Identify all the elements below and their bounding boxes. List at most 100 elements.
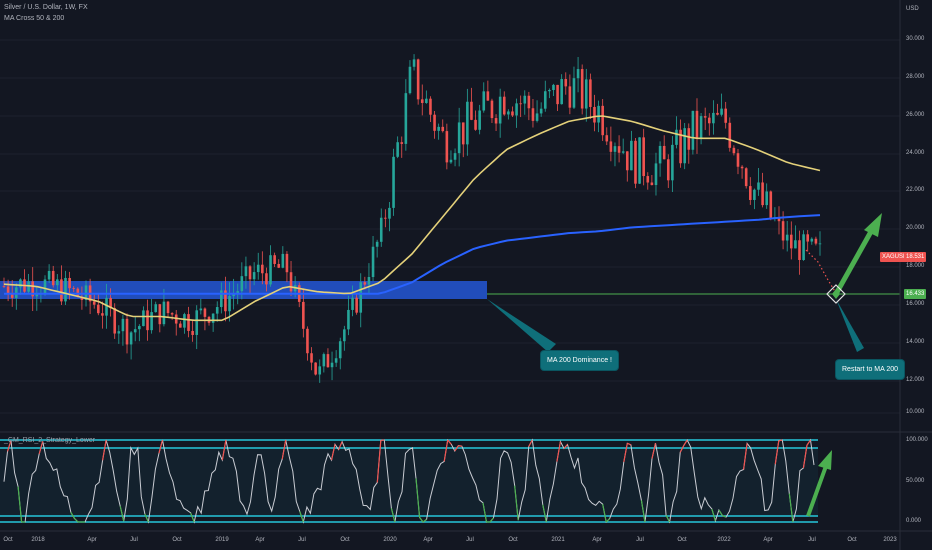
price-tick: 16.000 xyxy=(906,301,925,307)
level-price-tag: 16.433 xyxy=(904,289,927,299)
candle-body xyxy=(765,191,768,206)
candle-body xyxy=(138,326,141,330)
candle-body xyxy=(92,301,96,305)
candle-body xyxy=(330,362,334,368)
candle-body xyxy=(457,122,461,154)
osc-tick-50: 50.000 xyxy=(906,478,925,484)
candle-body xyxy=(466,101,469,145)
candle-body xyxy=(617,146,621,153)
candle-body xyxy=(556,84,559,105)
candle-body xyxy=(691,110,695,150)
symbol-tag: XAGUSD xyxy=(880,252,910,262)
callout-restart-pointer xyxy=(836,299,864,352)
candle-body xyxy=(789,234,793,249)
candle-body xyxy=(150,312,153,331)
candle-body xyxy=(326,354,330,368)
candle-body xyxy=(728,122,732,148)
price-tick: 10.000 xyxy=(906,409,925,415)
osc-sell-mark xyxy=(376,440,382,483)
candle-body xyxy=(568,86,572,108)
grid xyxy=(0,39,900,414)
candle-body xyxy=(482,91,486,111)
time-tick: 2021 xyxy=(551,537,565,543)
osc-buy-mark xyxy=(190,512,195,523)
osc-sell-mark xyxy=(623,443,628,463)
candle-body xyxy=(72,288,76,289)
candle-body xyxy=(429,98,432,115)
time-tick: Oct xyxy=(508,537,518,543)
candle-body xyxy=(404,93,408,144)
candle-body xyxy=(539,108,543,114)
projection-dots xyxy=(805,249,837,294)
candle-body xyxy=(572,78,576,108)
candle-body xyxy=(785,234,789,241)
candle-body xyxy=(109,297,112,309)
price-tick: 26.000 xyxy=(906,112,925,118)
candle-body xyxy=(166,301,170,314)
osc-tick-0: 0.000 xyxy=(906,518,922,524)
candle-body xyxy=(757,182,760,190)
osc-buy-mark xyxy=(489,517,494,523)
candle-body xyxy=(56,279,59,286)
osc-sell-mark xyxy=(447,439,452,445)
candle-body xyxy=(744,168,748,187)
candle-body xyxy=(740,166,744,169)
candle-body xyxy=(605,135,609,142)
candle-body xyxy=(179,323,182,328)
candle-body xyxy=(441,126,445,132)
candle-body xyxy=(47,270,51,280)
candle-body xyxy=(707,117,711,124)
candle-body xyxy=(564,79,568,87)
osc-buy-mark xyxy=(722,515,727,518)
osc-sell-mark xyxy=(330,444,336,461)
candle-body xyxy=(302,301,305,329)
candle-body xyxy=(367,277,371,285)
candle-body xyxy=(281,253,285,268)
candle-body xyxy=(695,110,699,139)
last-price-tag: 18.531 xyxy=(904,252,927,262)
candle-body xyxy=(601,105,604,136)
callout-ma200-pointer xyxy=(487,299,556,352)
candle-body xyxy=(494,118,498,124)
candle-body xyxy=(498,96,502,124)
osc-buy-mark xyxy=(74,517,79,523)
candle-body xyxy=(531,108,535,121)
candle-body xyxy=(84,285,88,300)
oscillator-signal-marks xyxy=(6,439,811,523)
osc-sell-mark xyxy=(802,445,808,469)
candle-body xyxy=(10,293,14,298)
time-tick: Apr xyxy=(592,537,602,543)
candle-body xyxy=(646,176,650,183)
candle-body xyxy=(806,234,809,242)
candle-body xyxy=(224,290,227,312)
price-tick: 18.000 xyxy=(906,263,925,269)
candle-body xyxy=(814,238,818,244)
osc-sell-mark xyxy=(454,445,459,452)
candle-body xyxy=(478,110,481,130)
candle-body xyxy=(584,79,588,109)
osc-sell-mark xyxy=(528,439,533,447)
candle-body xyxy=(781,221,785,241)
candle-body xyxy=(638,137,641,184)
candle-body xyxy=(527,95,531,109)
osc-buy-mark xyxy=(299,511,304,523)
candle-body xyxy=(449,159,453,163)
candle-body xyxy=(560,79,563,105)
candle-body xyxy=(543,91,547,109)
candle-body xyxy=(716,112,719,115)
candle-body xyxy=(818,243,822,245)
candle-body xyxy=(6,286,10,294)
osc-buy-mark xyxy=(119,505,125,522)
time-tick: Apr xyxy=(763,537,773,543)
osc-sell-mark xyxy=(778,439,783,442)
osc-sell-mark xyxy=(338,441,343,450)
candle-body xyxy=(515,103,518,116)
candle-body xyxy=(576,69,580,79)
candle-body xyxy=(64,277,67,302)
candle-body xyxy=(162,301,166,325)
candle-body xyxy=(203,308,207,317)
price-tick: 20.000 xyxy=(906,225,925,231)
candle-body xyxy=(252,272,256,280)
candle-body xyxy=(19,279,22,288)
